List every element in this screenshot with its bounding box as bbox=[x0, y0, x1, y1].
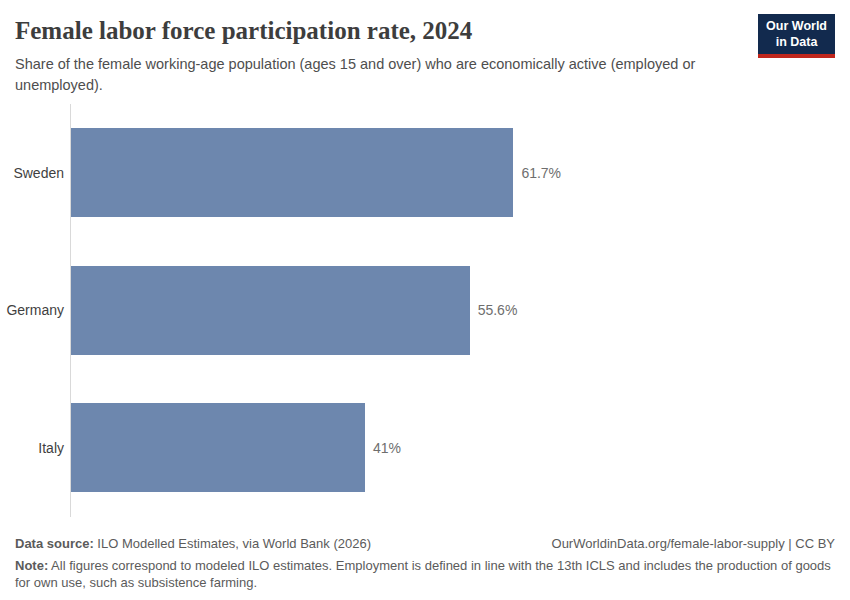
bar-row: Italy41% bbox=[71, 379, 788, 517]
value-label: 55.6% bbox=[478, 302, 518, 318]
footer-sources-row: Data source: ILO Modelled Estimates, via… bbox=[15, 535, 835, 552]
note-text: All figures correspond to modeled ILO es… bbox=[15, 558, 831, 590]
bar[interactable] bbox=[71, 266, 470, 355]
chart-header: Female labor force participation rate, 2… bbox=[15, 16, 835, 96]
bar[interactable] bbox=[71, 128, 513, 217]
bar-row: Germany55.6% bbox=[71, 242, 788, 380]
data-source-text: ILO Modelled Estimates, via World Bank (… bbox=[94, 536, 371, 551]
owid-logo[interactable]: Our World in Data bbox=[758, 14, 835, 58]
chart-subtitle: Share of the female working-age populati… bbox=[15, 54, 727, 96]
category-label: Germany bbox=[6, 302, 64, 318]
data-source-label: Data source: bbox=[15, 536, 94, 551]
chart-footer: Data source: ILO Modelled Estimates, via… bbox=[15, 535, 835, 591]
data-source-line: Data source: ILO Modelled Estimates, via… bbox=[15, 535, 371, 552]
chart-title: Female labor force participation rate, 2… bbox=[15, 16, 835, 46]
owid-url-link[interactable]: OurWorldinData.org/female-labor-supply |… bbox=[552, 535, 835, 552]
owid-logo-line1: Our World bbox=[766, 19, 827, 35]
bar[interactable] bbox=[71, 403, 365, 492]
bar-plot: Sweden61.7%Germany55.6%Italy41% bbox=[70, 104, 788, 517]
value-label: 41% bbox=[373, 440, 401, 456]
bar-chart: Sweden61.7%Germany55.6%Italy41% bbox=[15, 104, 835, 517]
owid-logo-line2: in Data bbox=[766, 35, 827, 51]
category-label: Sweden bbox=[13, 165, 64, 181]
note-label: Note: bbox=[15, 558, 48, 573]
category-label: Italy bbox=[38, 440, 64, 456]
bar-row: Sweden61.7% bbox=[71, 104, 788, 242]
footer-note: Note: All figures correspond to modeled … bbox=[15, 557, 835, 591]
chart-page: Female labor force participation rate, 2… bbox=[0, 0, 850, 600]
value-label: 61.7% bbox=[521, 165, 561, 181]
